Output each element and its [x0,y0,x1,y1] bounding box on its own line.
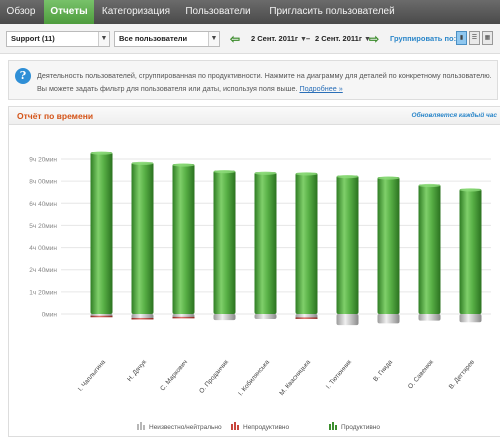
info-description: Деятельность пользователей, сгруппирован… [37,71,492,93]
tab-overview[interactable]: Обзор [6,6,36,17]
bar-cap [90,151,113,155]
x-tick-label: В. Дегтярев [448,358,477,390]
x-tick-label: I. Чаплыгина [77,358,107,392]
legend-icon [143,425,145,430]
top-nav: Обзор Отчеты Категоризация Пользователи … [0,0,500,24]
date-to-value: 2 Сент. 2011г [315,34,362,43]
date-separator: – [306,34,311,43]
bar-productive[interactable] [254,172,277,314]
y-tick-label: 5ч 20мин [29,223,57,230]
x-tick-label: I. Тютюнник [325,359,353,391]
bar-neutral[interactable] [295,314,318,319]
x-tick-label: М. Квасницька [278,358,312,396]
x-tick-label: I. Кобилянська [236,358,271,397]
tab-users[interactable]: Пользователи [185,6,251,17]
update-note: Обновляется каждый час [411,112,497,119]
panel-title: Отчёт по времени [17,111,94,121]
legend-label[interactable]: Непродуктивно [243,424,290,431]
bar-neutral[interactable] [377,314,400,324]
legend-label[interactable]: Неизвестно/нейтрально [149,423,222,431]
group-by-productivity-icon[interactable]: ▮ [456,31,467,45]
legend-icon [237,425,239,430]
x-tick-label: В. Гнида [372,358,394,383]
date-to[interactable]: 2 Сент. 2011г ▼ [315,31,371,47]
time-report-chart[interactable]: 0мин 1ч 20мин 2ч 40мин 4ч 00мин 5ч 20мин 6ч 4… [9,107,500,437]
info-text: Деятельность пользователей, сгруппирован… [37,69,495,95]
legend-label[interactable]: Продуктивно [341,424,380,431]
user-select-value: Все пользователи [119,34,188,43]
info-box: ? Деятельность пользователей, сгруппиров… [8,60,498,100]
bar-neutral[interactable] [336,314,359,326]
group-by-app-icon[interactable]: ☰ [469,31,480,45]
legend-icon [335,425,337,430]
info-icon: ? [15,68,31,84]
bar-neutral[interactable] [213,314,236,321]
bar-neutral[interactable] [459,314,482,323]
report-panel: Отчёт по времени Обновляется каждый час … [8,106,500,437]
chevron-down-icon: ▼ [208,32,219,46]
x-tick-label: О. Савенюк [407,359,435,391]
bar-cap [213,170,236,174]
user-select[interactable]: Все пользователи ▼ [114,31,220,47]
y-tick-label: 9ч 20мин [29,157,57,164]
date-from[interactable]: 2 Сент. 2011г ▼ [251,31,307,47]
group-select-value: Support (11) [11,34,55,43]
bar-unproductive[interactable] [131,317,154,320]
legend-icon [234,422,236,430]
bar-cap [336,175,359,179]
bar-neutral[interactable] [254,314,277,319]
legend-icon [231,424,233,430]
chevron-down-icon: ▼ [363,36,371,43]
bar-productive[interactable] [213,170,236,314]
legend-icon [332,422,334,430]
y-tick-label: 2ч 40мин [29,267,57,274]
y-tick-label: 0мин [42,312,58,319]
tab-invite-users[interactable]: Пригласить пользователей [269,6,395,17]
filter-bar: Support (11) ▼ Все пользователи ▼ ⇦ 2 Се… [0,24,500,54]
y-tick-label: 1ч 20мин [29,289,57,296]
prev-date-arrow-icon[interactable]: ⇦ [229,32,241,46]
bar-cap [377,176,400,180]
bar-cap [131,161,154,165]
bar-neutral[interactable] [418,314,441,321]
x-tick-label: С. Маркович [159,359,189,393]
group-by-category-icon[interactable]: ▦ [482,31,493,45]
more-link[interactable]: Подробнее » [299,84,343,93]
bar-cap [254,171,277,175]
legend-icon [140,422,142,430]
group-by-label: Группировать по: [390,34,457,43]
legend-icon [329,424,331,430]
bar-productive[interactable] [377,176,400,314]
tab-reports[interactable]: Отчеты [44,0,94,24]
bar-productive[interactable] [459,188,482,314]
date-from-value: 2 Сент. 2011г [251,34,298,43]
bar-productive[interactable] [336,175,359,314]
panel-header: Отчёт по времени Обновляется каждый час [9,107,500,125]
x-tick-label: О. Проданчик [198,359,230,395]
bar-neutral[interactable] [131,314,154,319]
bar-productive[interactable] [172,163,195,314]
bar-unproductive[interactable] [172,316,195,319]
bar-productive[interactable] [418,184,441,314]
group-select[interactable]: Support (11) ▼ [6,31,110,47]
bar-cap [459,188,482,192]
y-tick-label: 4ч 00мин [29,245,57,252]
bar-productive[interactable] [131,162,154,314]
legend-icon [137,424,139,430]
bar-cap [172,163,195,167]
x-tick-label: Н. Дячук [126,359,148,383]
chevron-down-icon: ▼ [299,36,307,43]
bar-unproductive[interactable] [90,315,113,318]
next-date-arrow-icon[interactable]: ⇨ [368,32,380,46]
bar-productive[interactable] [295,172,318,314]
bar-cap [418,183,441,188]
bar-unproductive[interactable] [295,317,318,319]
bar-productive[interactable] [90,152,113,314]
y-tick-label: 8ч 00мин [29,179,57,186]
tab-categorization[interactable]: Категоризация [101,6,171,17]
bar-cap [295,172,318,176]
chevron-down-icon: ▼ [98,32,109,46]
y-tick-label: 6ч 40мин [29,201,57,208]
